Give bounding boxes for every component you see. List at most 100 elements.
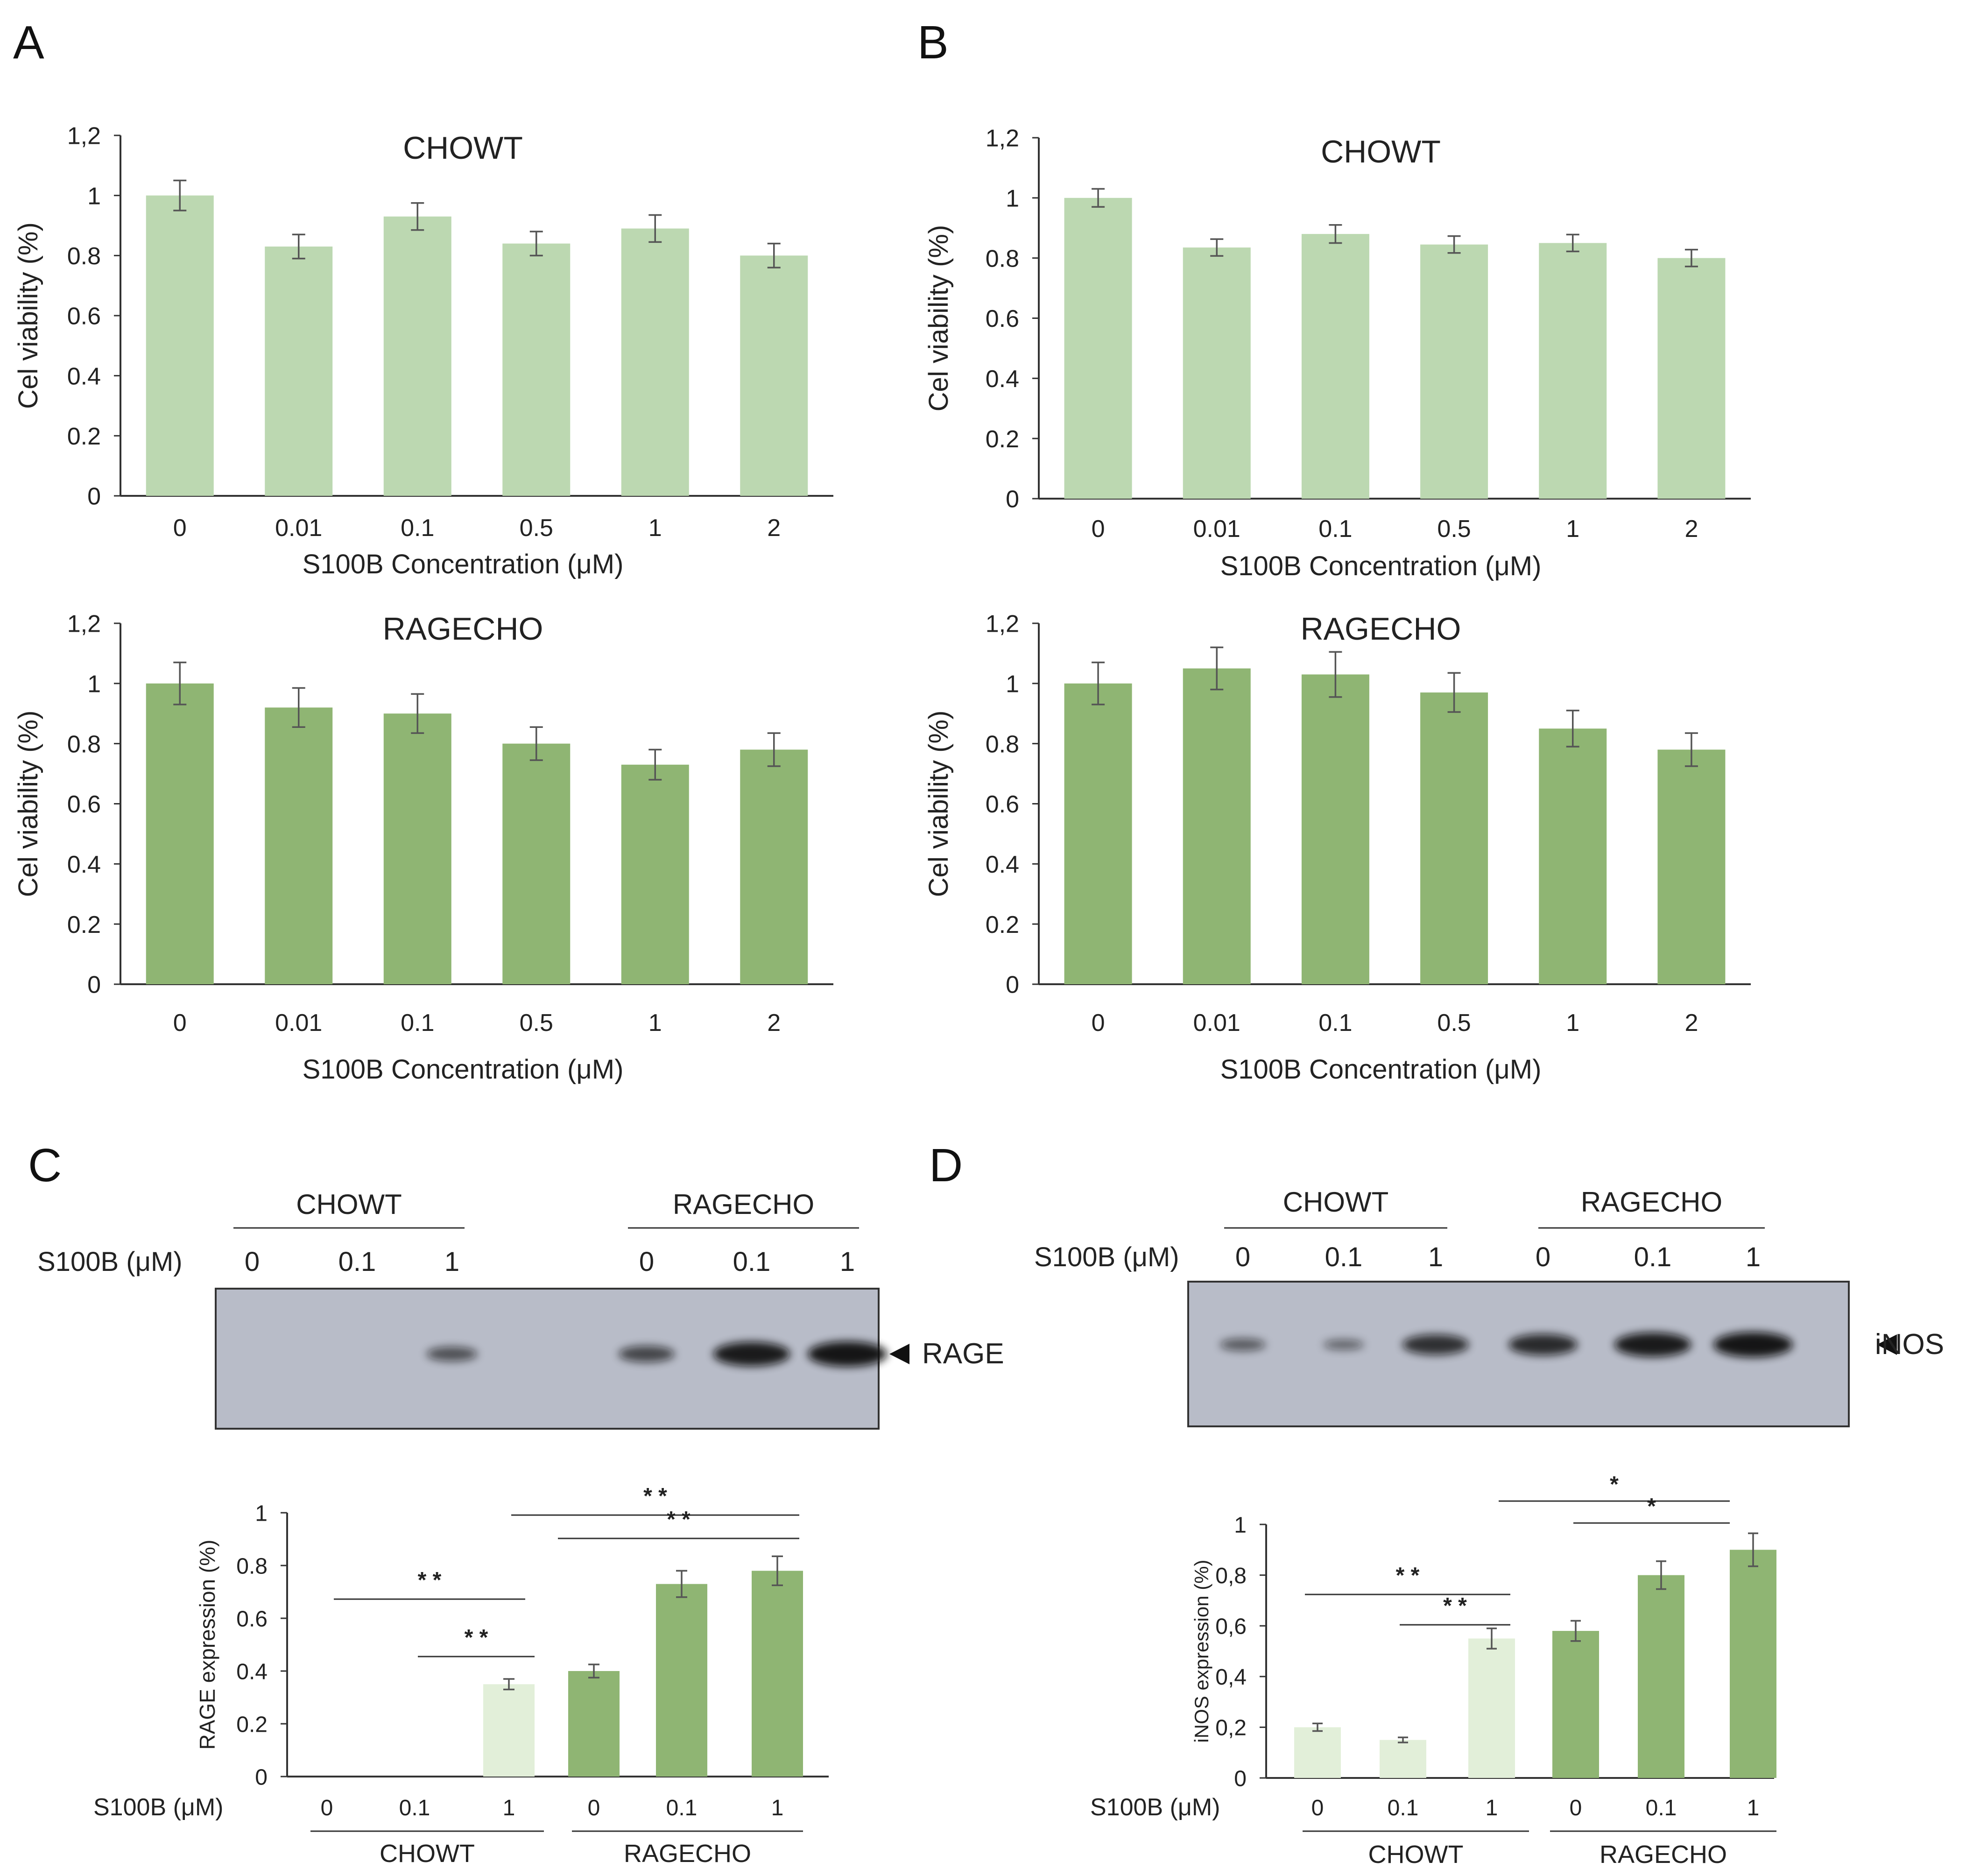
x-tick-label: 1 xyxy=(648,1009,662,1037)
significance-stars: * * xyxy=(418,1568,442,1593)
y-tick-label: 0 xyxy=(1234,1766,1247,1791)
blot-lane-label: 0 xyxy=(1536,1242,1550,1272)
bar xyxy=(1420,692,1488,984)
chart-b-ragecho: 0 0.2 0.4 0.6 0.8 1 1,2 0 0.01 0.1 0.5 1 2 RAGECHO S10… xyxy=(923,611,1751,1085)
x-tick-label: 0.01 xyxy=(1193,515,1240,543)
x-tick-label: 2 xyxy=(1684,515,1698,543)
y-tick-label: 0.4 xyxy=(986,851,1019,878)
blot-lane-label: 1 xyxy=(840,1247,855,1277)
bar xyxy=(740,749,808,984)
x-tick-label: 1 xyxy=(1566,515,1579,543)
y-tick-label: 0 xyxy=(87,972,101,999)
bar xyxy=(1730,1550,1776,1778)
significance-stars: * * xyxy=(1396,1563,1420,1588)
y-tick-label: 1 xyxy=(1006,185,1019,212)
bar xyxy=(1380,1740,1426,1778)
x-tick-label: 0 xyxy=(173,515,187,542)
blot-band xyxy=(1508,1334,1578,1355)
y-tick-label: 0.6 xyxy=(986,305,1019,332)
x-tick-label: 2 xyxy=(1684,1009,1698,1037)
blot-lane-label: 0.1 xyxy=(1325,1242,1363,1272)
y-tick-label: 0 xyxy=(1006,972,1019,999)
y-tick-label: 0.8 xyxy=(67,243,101,270)
x-tick-label: 1 xyxy=(1486,1796,1498,1820)
y-tick-label: 0.2 xyxy=(67,911,101,938)
bar xyxy=(1064,683,1132,984)
group-label: RAGECHO xyxy=(1600,1841,1727,1869)
x-tick-label: 0 xyxy=(173,1009,187,1037)
y-tick-label: 0.8 xyxy=(986,731,1019,758)
x-tick-label: 0 xyxy=(1311,1796,1324,1820)
x-axis-label: S100B Concentration (μM) xyxy=(1220,1054,1542,1085)
y-tick-label: 0.6 xyxy=(67,791,101,818)
y-tick-label: 0 xyxy=(1006,486,1019,513)
x-tick-label: 0.1 xyxy=(1318,1009,1352,1037)
y-axis-label: RAGE expression (%) xyxy=(195,1540,219,1750)
y-tick-label: 0.8 xyxy=(236,1554,268,1579)
blot-band xyxy=(1713,1332,1793,1357)
panel-label-c: C xyxy=(28,1139,62,1192)
x-tick-label: 0.1 xyxy=(666,1796,698,1820)
bar xyxy=(483,1684,535,1777)
y-axis-label: Cel viability (%) xyxy=(923,225,954,412)
y-tick-label: 1,2 xyxy=(67,611,101,638)
y-tick-label: 0.2 xyxy=(236,1712,268,1737)
y-tick-label: 0.6 xyxy=(986,791,1019,818)
y-tick-label: 0.4 xyxy=(67,363,101,390)
bar xyxy=(502,243,571,496)
row-label: S100B (μM) xyxy=(93,1794,223,1821)
chart-title: CHOWT xyxy=(403,130,523,166)
bar xyxy=(752,1571,803,1777)
bar xyxy=(1539,243,1607,499)
x-tick-label: 0 xyxy=(1570,1796,1582,1820)
bar xyxy=(265,707,333,984)
chart-title: RAGECHO xyxy=(383,611,543,647)
x-tick-label: 1 xyxy=(771,1796,784,1820)
y-tick-label: 0.2 xyxy=(986,426,1019,453)
blot-band xyxy=(426,1347,478,1361)
x-tick-label: 1 xyxy=(503,1796,515,1820)
bar xyxy=(1183,668,1251,984)
x-tick-label: 0.1 xyxy=(399,1796,430,1820)
bar xyxy=(383,216,451,496)
x-tick-label: 1 xyxy=(1747,1796,1760,1820)
x-tick-label: 0.5 xyxy=(520,515,553,542)
arrow-icon xyxy=(889,1344,909,1364)
x-tick-label: 0.01 xyxy=(1193,1009,1240,1037)
y-tick-label: 0.2 xyxy=(986,911,1019,938)
panel-label-b: B xyxy=(917,16,949,69)
blot-group-label: RAGECHO xyxy=(1581,1186,1722,1218)
blot-band xyxy=(618,1346,675,1362)
y-axis-label: Cel viability (%) xyxy=(13,711,43,897)
bar xyxy=(1064,197,1132,499)
blot-band xyxy=(713,1342,790,1366)
blot-band xyxy=(808,1341,887,1367)
x-tick-label: 0.5 xyxy=(520,1009,553,1037)
y-tick-label: 1 xyxy=(255,1501,268,1526)
y-tick-label: 0,4 xyxy=(1215,1665,1247,1690)
significance-stars: * xyxy=(1647,1494,1656,1519)
y-axis-label: Cel viability (%) xyxy=(923,711,954,897)
y-tick-label: 1,2 xyxy=(986,611,1019,638)
arrow-icon xyxy=(1877,1334,1897,1355)
x-tick-label: 0 xyxy=(588,1796,600,1820)
x-tick-label: 2 xyxy=(767,515,781,542)
bar xyxy=(1468,1638,1515,1778)
x-tick-label: 0.5 xyxy=(1437,515,1471,543)
x-tick-label: 1 xyxy=(1566,1009,1579,1037)
bar xyxy=(621,228,689,496)
significance-stars: * * xyxy=(1443,1594,1467,1618)
y-tick-label: 1 xyxy=(87,671,101,698)
bar xyxy=(1301,234,1369,499)
y-tick-label: 0.6 xyxy=(236,1607,268,1631)
x-tick-label: 0.1 xyxy=(401,1009,434,1037)
bar xyxy=(1657,258,1726,499)
chart-b-chowt: 0 0.2 0.4 0.6 0.8 1 1,2 0 0.01 0.1 0.5 1 2 CHOWT S100B… xyxy=(923,125,1751,581)
x-tick-label: 0.1 xyxy=(401,515,434,542)
significance-stars: * * xyxy=(667,1507,691,1532)
blot-lane-label: 0.1 xyxy=(1634,1242,1672,1272)
x-axis-label: S100B Concentration (μM) xyxy=(303,549,624,579)
western-blot-c: CHOWT RAGECHO S100B (μM) 0 0.1 1 0 0.1 1 RAGE xyxy=(37,1189,1004,1430)
blot-band-label: RAGE xyxy=(922,1338,1004,1370)
y-tick-label: 0,6 xyxy=(1215,1614,1247,1639)
